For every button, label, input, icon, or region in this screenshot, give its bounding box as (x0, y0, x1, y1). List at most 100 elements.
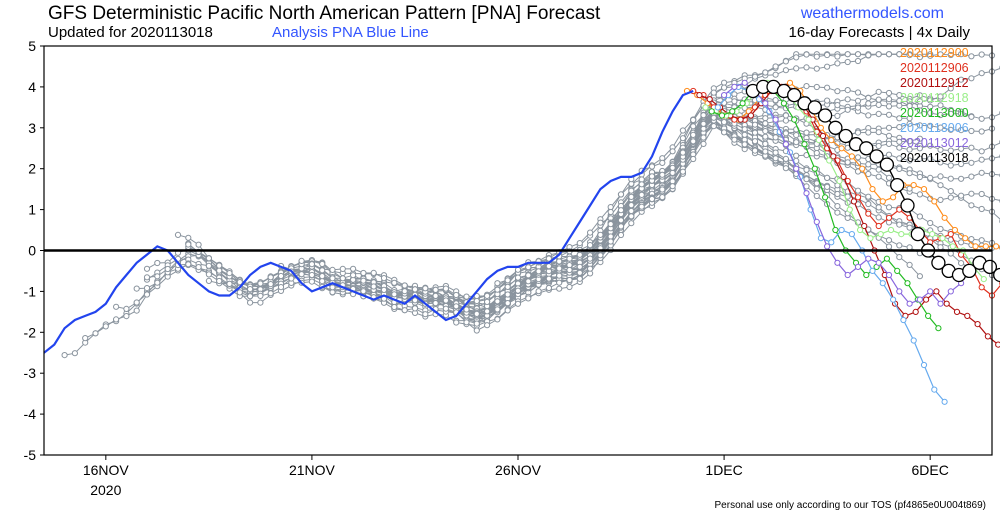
series-point (828, 137, 835, 144)
ensemble-point (617, 231, 625, 239)
ensemble-point (391, 303, 398, 311)
ensemble-point (71, 350, 79, 357)
ensemble-point (576, 269, 583, 276)
series-point (920, 361, 928, 369)
ensemble-point (865, 94, 872, 102)
ensemble-point (896, 92, 903, 99)
series-point (879, 198, 886, 205)
series-point (995, 341, 1000, 348)
ensemble-point (968, 144, 975, 151)
ensemble-point (958, 160, 965, 168)
ensemble-point (854, 154, 862, 161)
ensemble-point (978, 128, 985, 135)
ensemble-point (793, 132, 800, 139)
ensemble-point (875, 88, 882, 96)
ensemble-point (772, 63, 779, 70)
series-point (718, 112, 726, 119)
x-tick-label: 21NOV (289, 462, 336, 478)
ensemble-point (267, 290, 274, 297)
ensemble-point (741, 126, 748, 133)
ensemble-point (298, 257, 305, 264)
ensemble-point (700, 120, 707, 127)
series-point (857, 226, 864, 234)
ensemble-point (968, 113, 975, 120)
series-point (803, 190, 810, 197)
chart-title: GFS Deterministic Pacific North American… (48, 3, 601, 24)
ensemble-point (916, 122, 924, 129)
ensemble-point (834, 190, 841, 198)
ensemble-point (185, 261, 192, 268)
analysis-line-group (43, 89, 694, 354)
ensemble-point (308, 271, 315, 279)
ensemble-point (669, 164, 676, 171)
ensemble-point (329, 275, 336, 282)
series-point (877, 231, 884, 238)
ensemble-point (690, 131, 697, 138)
ensemble-point (370, 283, 377, 290)
ensemble-point (937, 225, 944, 233)
series-point (923, 296, 930, 303)
series-point (982, 243, 989, 250)
ensemble-point (339, 275, 346, 282)
latest-run-point (869, 149, 884, 164)
ensemble-point (123, 305, 130, 312)
ensemble-point (762, 115, 769, 122)
series-point (906, 300, 913, 307)
ensemble-point (690, 116, 697, 124)
series-point (980, 276, 987, 283)
ensemble-point (844, 87, 851, 94)
ensemble-point (968, 159, 975, 166)
ensemble-point (865, 193, 872, 200)
ensemble-point (865, 200, 872, 208)
ensemble-point (947, 147, 954, 154)
ensemble-point (885, 237, 893, 244)
y-tick-label: 3 (28, 120, 36, 136)
ensemble-point (762, 148, 769, 155)
series-point (885, 214, 893, 221)
ensemble-point (226, 280, 233, 287)
ensemble-point (690, 123, 697, 130)
ensemble-point (576, 275, 583, 282)
ensemble-point (844, 58, 851, 66)
ensemble-point (968, 190, 975, 197)
x-tick-label: 26NOV (495, 462, 542, 478)
ensemble-point (937, 244, 944, 251)
series-point (900, 316, 907, 324)
ensemble-point (731, 98, 738, 105)
site-link[interactable]: weathermodels.com (800, 5, 944, 22)
ensemble-point (504, 283, 511, 290)
ensemble-point (916, 191, 924, 198)
ensemble-point (339, 265, 346, 272)
ensemble-point (927, 219, 934, 227)
ensemble-point (143, 265, 151, 272)
ensemble-point (927, 97, 934, 104)
ensemble-point (350, 265, 357, 272)
series-point (854, 194, 862, 201)
series-point (910, 337, 917, 344)
ensemble-point (947, 175, 954, 182)
latest-run-point (828, 120, 843, 135)
ensemble-point (535, 268, 542, 275)
ensemble-point (875, 110, 882, 118)
series-point (947, 231, 954, 238)
series-point (840, 173, 847, 180)
ensemble-point (721, 119, 728, 126)
series-point (846, 206, 853, 213)
ensemble-point (782, 165, 790, 172)
ensemble-point (762, 120, 769, 127)
ensemble-point (133, 307, 140, 314)
ensemble-point (463, 293, 470, 300)
legend-entry: 2020113000 (900, 106, 969, 120)
ensemble-point (885, 151, 893, 158)
ensemble-point (803, 129, 810, 136)
series-point (826, 157, 833, 164)
ensemble-point (360, 288, 367, 295)
series-point (848, 153, 856, 160)
ensemble-point (484, 308, 491, 315)
ensemble-point (772, 149, 779, 156)
latest-run-point (982, 259, 998, 275)
series-point (875, 222, 882, 230)
ensemble-point (442, 297, 449, 304)
ensemble-point (700, 112, 707, 119)
ensemble-point (978, 51, 985, 58)
